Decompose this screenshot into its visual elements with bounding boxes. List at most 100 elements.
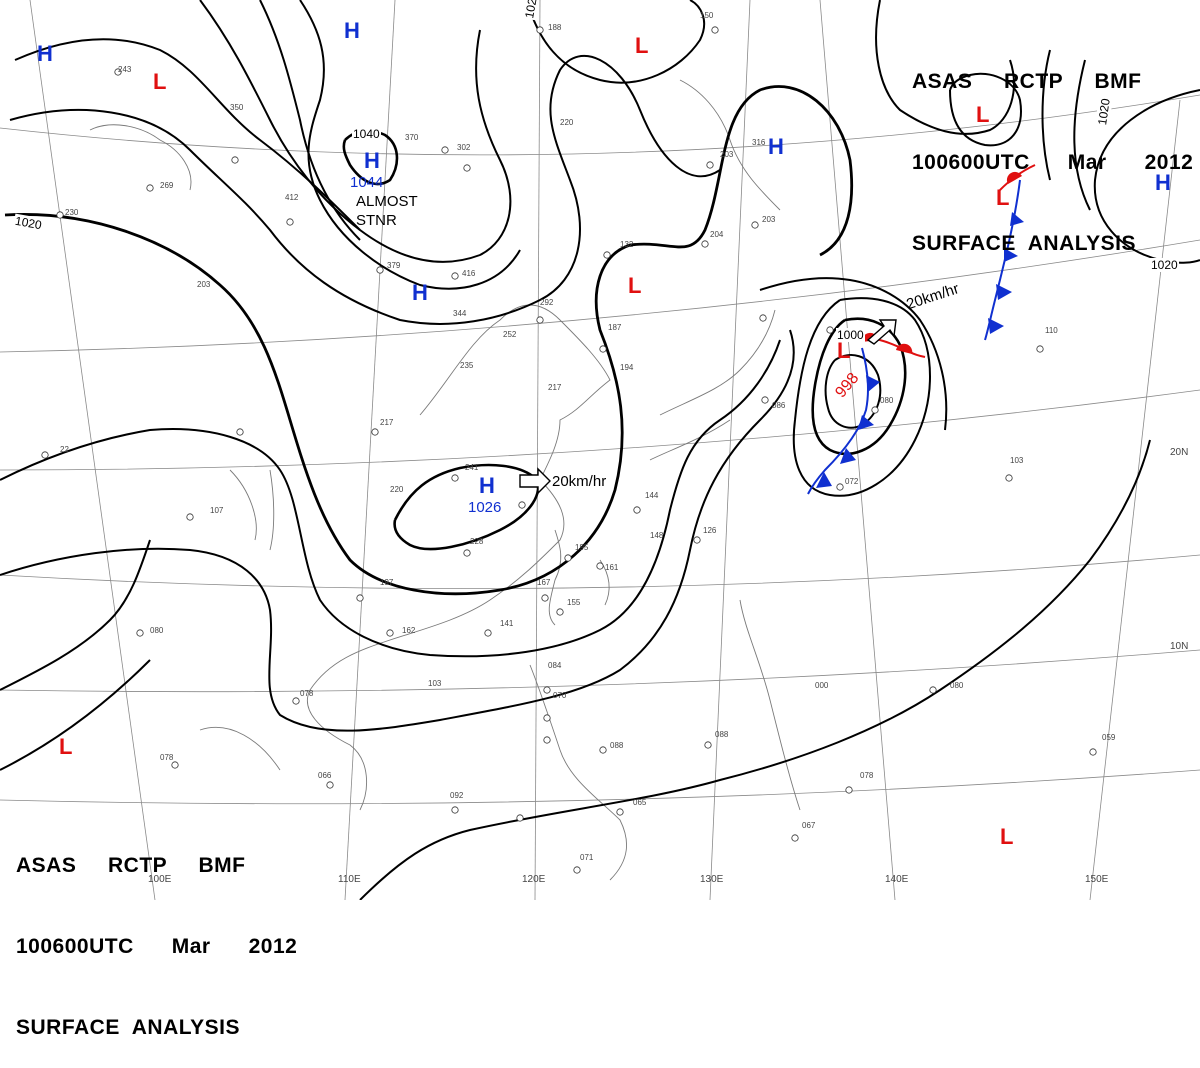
low-symbol: L — [628, 273, 642, 298]
station-markers — [41, 26, 1097, 874]
cold-front-barb — [858, 415, 874, 430]
svg-text:084: 084 — [548, 661, 562, 670]
warm-front-north-bump — [1006, 171, 1022, 184]
low-symbol: L — [59, 734, 73, 759]
svg-text:161: 161 — [605, 563, 619, 572]
svg-text:203: 203 — [720, 150, 734, 159]
svg-text:217: 217 — [548, 383, 562, 392]
svg-text:220: 220 — [390, 485, 404, 494]
coastlines — [89, 79, 801, 881]
svg-text:412: 412 — [285, 193, 299, 202]
svg-text:203: 203 — [197, 280, 211, 289]
high-symbol: H — [768, 134, 784, 159]
lon-label-130e: 130E — [700, 874, 724, 885]
svg-text:088: 088 — [715, 730, 729, 739]
motion-speed-east: 20km/hr — [552, 473, 607, 490]
svg-text:148: 148 — [650, 531, 664, 540]
svg-text:107: 107 — [210, 506, 224, 515]
svg-text:078: 078 — [860, 771, 874, 780]
svg-text:187: 187 — [608, 323, 622, 332]
isobar-label: 1020 — [1150, 258, 1179, 272]
svg-text:086: 086 — [772, 401, 786, 410]
low-symbol: L — [153, 69, 167, 94]
svg-text:217: 217 — [380, 418, 394, 427]
high-symbol: H — [1155, 170, 1171, 195]
svg-text:080: 080 — [880, 396, 894, 405]
svg-text:162: 162 — [402, 626, 416, 635]
svg-text:103: 103 — [428, 679, 442, 688]
lon-label-150e: 150E — [1085, 874, 1109, 885]
cold-front-barb — [1004, 248, 1018, 262]
svg-text:065: 065 — [633, 798, 647, 807]
low-symbol: L — [976, 102, 990, 127]
high-symbol: H — [37, 41, 53, 66]
svg-text:059: 059 — [1102, 733, 1116, 742]
svg-text:230: 230 — [65, 208, 79, 217]
svg-text:292: 292 — [540, 298, 554, 307]
header-station-line: ASAS RCTP BMF — [912, 70, 1142, 93]
lon-label-120e: 120E — [522, 874, 546, 885]
high-symbol: H — [344, 18, 360, 43]
svg-text:132: 132 — [620, 240, 634, 249]
svg-text:228: 228 — [470, 537, 484, 546]
svg-text:078: 078 — [160, 753, 174, 762]
header-station-line: ASAS RCTP BMF — [16, 854, 246, 877]
svg-text:195: 195 — [575, 543, 589, 552]
high-pressure-value: 1026 — [468, 499, 502, 516]
svg-text:066: 066 — [318, 771, 332, 780]
svg-text:080: 080 — [950, 681, 964, 690]
motion-arrow-east — [519, 467, 551, 495]
svg-text:269: 269 — [160, 181, 174, 190]
svg-text:241: 241 — [465, 463, 479, 472]
svg-text:072: 072 — [845, 477, 859, 486]
svg-text:350: 350 — [230, 103, 244, 112]
warm-front-bump — [896, 343, 913, 354]
fronts — [807, 164, 1036, 495]
svg-text:194: 194 — [620, 363, 634, 372]
svg-text:071: 071 — [580, 853, 594, 862]
svg-text:000: 000 — [815, 681, 829, 690]
cold-front-barb — [988, 318, 1004, 334]
svg-text:150: 150 — [700, 11, 714, 20]
svg-text:126: 126 — [703, 526, 717, 535]
high-symbol: H — [364, 148, 380, 173]
svg-text:067: 067 — [802, 821, 816, 830]
cold-front-barb — [1010, 212, 1024, 226]
svg-text:197: 197 — [380, 578, 394, 587]
cold-front-barb — [840, 448, 856, 464]
svg-text:252: 252 — [503, 330, 517, 339]
svg-text:080: 080 — [150, 626, 164, 635]
low-symbol: L — [635, 33, 649, 58]
svg-text:188: 188 — [548, 23, 562, 32]
low-symbol: L — [996, 185, 1010, 210]
svg-text:078: 078 — [300, 689, 314, 698]
svg-text:204: 204 — [710, 230, 724, 239]
isobar-label: 1040 — [352, 127, 381, 141]
svg-text:110: 110 — [1045, 326, 1058, 335]
high-symbol: H — [479, 473, 495, 498]
motion-arrows — [519, 319, 897, 495]
svg-text:235: 235 — [460, 361, 474, 370]
graticule — [0, 0, 1200, 900]
svg-text:316: 316 — [752, 138, 766, 147]
high-pressure-value: 1044 — [350, 174, 384, 191]
svg-text:088: 088 — [610, 741, 624, 750]
lat-label-20n: 20N — [1170, 447, 1189, 458]
svg-text:370: 370 — [405, 133, 419, 142]
svg-text:070: 070 — [553, 691, 567, 700]
header-time-line: 100600UTC Mar 2012 — [16, 935, 298, 958]
high-symbol: H — [412, 280, 428, 305]
header-title-line: SURFACE ANALYSIS — [912, 232, 1136, 255]
stationary-note: ALMOST STNR — [356, 193, 418, 229]
lon-label-100e: 100E — [148, 874, 172, 885]
chart-header-bottom: ASAS RCTP BMF 100600UTC Mar 2012 SURFACE… — [16, 798, 297, 1068]
low-symbol: L — [837, 338, 851, 363]
motion-arrow-ne — [866, 319, 897, 345]
isobars — [0, 0, 1200, 900]
svg-text:243: 243 — [118, 65, 132, 74]
chart-header-top: ASAS RCTP BMF 100600UTC Mar 2012 SURFACE… — [912, 14, 1193, 284]
svg-text:302: 302 — [457, 143, 471, 152]
cold-front-barb — [866, 375, 880, 392]
